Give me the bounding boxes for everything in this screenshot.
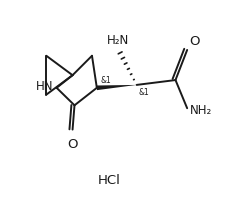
Text: HCl: HCl [98,174,121,187]
Text: &1: &1 [138,88,149,97]
Text: HN: HN [36,80,54,93]
Text: O: O [190,35,200,48]
Text: O: O [67,138,78,151]
Text: NH₂: NH₂ [190,104,212,117]
Text: H₂N: H₂N [107,34,129,47]
Polygon shape [97,85,137,90]
Text: &1: &1 [101,76,112,85]
